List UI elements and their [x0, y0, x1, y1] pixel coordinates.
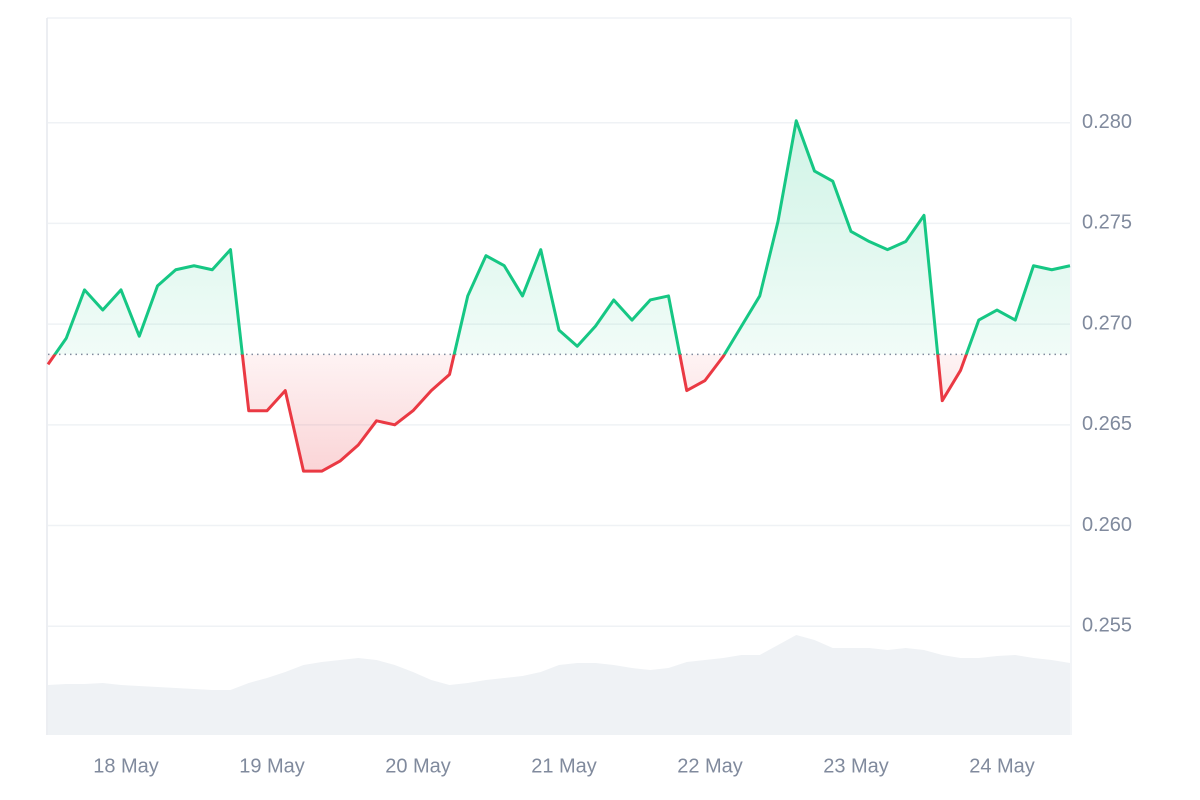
y-tick-label: 0.275	[1082, 212, 1132, 234]
x-tick-label: 23 May	[823, 755, 889, 777]
x-tick-label: 21 May	[531, 755, 597, 777]
x-tick-label: 19 May	[239, 755, 305, 777]
x-tick-label: 18 May	[93, 755, 159, 777]
y-tick-label: 0.255	[1082, 615, 1132, 637]
volume-area	[48, 635, 1070, 735]
x-tick-label: 24 May	[969, 755, 1035, 777]
y-tick-label: 0.270	[1082, 312, 1132, 334]
price-line	[46, 119, 1071, 473]
y-tick-label: 0.265	[1082, 413, 1132, 435]
x-tick-label: 22 May	[677, 755, 743, 777]
x-tick-label: 20 May	[385, 755, 451, 777]
y-tick-label: 0.260	[1082, 514, 1132, 536]
price-area	[48, 120, 1070, 472]
y-tick-label: 0.280	[1082, 111, 1132, 133]
